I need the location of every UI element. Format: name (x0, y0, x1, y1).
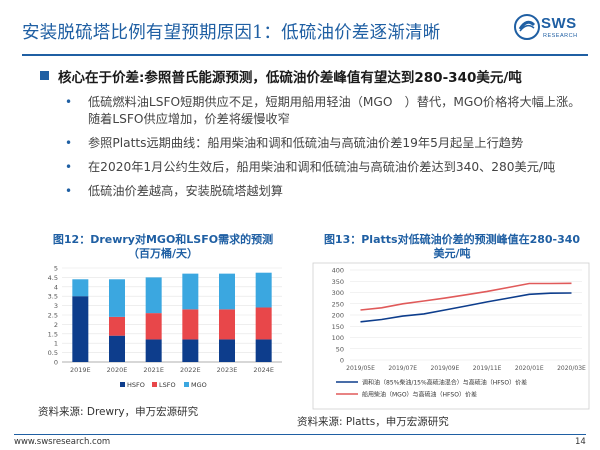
y-tick-label: 3.5 (48, 293, 58, 301)
figure-13-caption-line1: 图13：Platts对低硫油价差的预测峰值在280-340 (323, 233, 581, 246)
y-tick-label: 150 (332, 323, 344, 331)
bullet-dot-icon: • (65, 184, 73, 198)
figure-12-source: 资料来源: Drewry，申万宏源研究 (38, 406, 199, 418)
x-tick-label: 2019/07E (388, 365, 417, 372)
x-tick-label: 2020/03E (557, 365, 586, 372)
x-tick-label: 2019/09E (431, 365, 460, 372)
x-tick-label: 2019E (70, 366, 91, 374)
legend-label: MGO (191, 381, 207, 389)
legend-label: 调和油（85%柴油/15%高硫油混合）与高硫油（HFSO）价差 (362, 379, 527, 387)
page-title: 安装脱硫塔比例有望预期原因1：低硫油价差逐渐清晰 (22, 23, 441, 43)
y-tick-label: 200 (332, 312, 344, 320)
bullet-item: • 低硫燃料油LSFO短期供应不足，短期用船用轻油（MGO ）替代，MGO价格将… (62, 94, 582, 128)
header-divider (22, 54, 588, 56)
y-tick-label: 350 (332, 278, 344, 286)
header: 安装脱硫塔比例有望预期原因1：低硫油价差逐渐清晰 SWS RESEARCH (0, 0, 600, 56)
x-tick-label: 2023E (217, 366, 238, 374)
series-line (360, 292, 572, 323)
bar-lsfo (255, 307, 272, 340)
x-tick-label: 2019/11E (473, 365, 502, 372)
bar-mgo (182, 273, 199, 310)
series-line (360, 282, 572, 311)
y-tick-label: 0.5 (48, 349, 58, 357)
x-tick-label: 2022E (180, 366, 201, 374)
page-number: 14 (575, 437, 586, 447)
bullet-item: • 参照Platts远期曲线：船用柴油和调和低硫油与高硫油价差19年5月起呈上行… (62, 135, 582, 152)
bar-mgo (72, 279, 89, 297)
legend-label: 船用柴油（MGO）与高硫油（HFSO）价差 (362, 391, 477, 399)
bullet-dot-icon: • (65, 95, 73, 109)
bar-mgo (109, 279, 125, 317)
legend-label: HSFO (127, 381, 145, 389)
price-spread-chart: 0 50 100 150 200 250 300 350 400 2019/05E 2019/07E… (312, 262, 592, 412)
footer-divider (14, 434, 586, 435)
y-tick-label: 300 (332, 289, 344, 297)
figure-13-caption-line2: 美元/吨 (433, 247, 471, 260)
legend-swatch (184, 382, 189, 387)
legend-label: LSFO (159, 381, 176, 389)
y-tick-label: 250 (332, 300, 344, 308)
bullet-text: 参照Platts远期曲线：船用柴油和调和低硫油与高硫油价差19年5月起呈上行趋势 (88, 136, 524, 150)
bar-hsfo (145, 339, 162, 362)
fuel-demand-chart: 0 0.5 1 1.5 2 2.5 3 3.5 4 4.5 5 2019E 2020E 2021E 2022… (38, 262, 288, 397)
bullet-item: • 低硫油价差越高，安装脱硫塔越划算 (62, 183, 582, 200)
bullet-item: • 在2020年1月公约生效后，船用柴油和调和低硫油与高硫油价差达到340、28… (62, 159, 582, 176)
key-point-text: 核心在于价差:参照普氏能源预测，低硫油价差峰值有望达到280-340美元/吨 (58, 70, 522, 86)
x-tick-label: 2019/05E (346, 365, 375, 372)
bar-hsfo (182, 339, 199, 362)
key-point: 核心在于价差:参照普氏能源预测，低硫油价差峰值有望达到280-340美元/吨 (36, 66, 596, 86)
bar-hsfo (72, 296, 89, 362)
x-tick-label: 2020/01E (515, 365, 544, 372)
logo-mark-icon (514, 14, 540, 40)
bullet-dot-icon: • (65, 136, 73, 150)
x-tick-label: 2020E (107, 366, 128, 374)
y-tick-label: 50 (336, 345, 344, 353)
y-tick-label: 100 (332, 334, 344, 342)
y-tick-label: 1 (54, 340, 58, 348)
bar-lsfo (109, 316, 125, 336)
bar-hsfo (255, 339, 272, 362)
square-bullet-icon (40, 71, 49, 80)
y-tick-label: 5 (54, 265, 58, 273)
figure-12-caption: 图12：Drewry对MGO和LSFO需求的预测 （百万桶/天） (38, 233, 288, 261)
bullet-list: • 低硫燃料油LSFO短期供应不足，短期用船用轻油（MGO ）替代，MGO价格将… (62, 94, 582, 207)
chart-frame (312, 262, 590, 410)
bar-lsfo (219, 309, 235, 340)
figure-13-caption: 图13：Platts对低硫油价差的预测峰值在280-340 美元/吨 (312, 233, 592, 261)
logo-subtext: RESEARCH (543, 33, 578, 39)
y-tick-label: 400 (332, 267, 344, 275)
figure-12-caption-line2: （百万桶/天） (127, 247, 199, 260)
legend-swatch (120, 382, 125, 387)
bar-mgo (255, 272, 272, 308)
footer-url: www.swsresearch.com (14, 437, 111, 447)
bar-chart-svg: 0 0.51 1.522.5 33.5 44.55 2019E 2020E 2021E 2022… (48, 265, 282, 389)
bullet-text: 低硫油价差越高，安装脱硫塔越划算 (88, 184, 283, 198)
y-tick-label: 2 (54, 321, 58, 329)
x-tick-label: 2021E (143, 366, 164, 374)
bar-mgo (219, 273, 235, 310)
y-tick-label: 1.5 (48, 330, 58, 338)
bullet-text: 在2020年1月公约生效后，船用柴油和调和低硫油与高硫油价差达到340、280美… (88, 160, 556, 174)
company-logo: SWS RESEARCH (514, 14, 590, 50)
bullet-text: 低硫燃料油LSFO短期供应不足，短期用船用轻油（MGO ）替代，MGO价格将大幅… (88, 95, 581, 126)
y-tick-label: 0 (54, 359, 58, 367)
x-tick-label: 2024E (253, 366, 274, 374)
figure-13-source: 资料来源: Platts，申万宏源研究 (297, 416, 449, 428)
bar-hsfo (109, 335, 125, 362)
y-tick-label: 2.5 (48, 312, 58, 320)
legend-swatch (152, 382, 157, 387)
y-tick-label: 4.5 (48, 274, 58, 282)
bar-hsfo (219, 339, 235, 362)
bar-lsfo (182, 309, 199, 340)
logo-text: SWS (541, 15, 577, 32)
line-chart-svg: 0 50 100 150 200 250 300 350 400 2019/05E 2019/07E… (312, 262, 590, 410)
bar-mgo (145, 277, 162, 314)
y-tick-label: 0 (340, 357, 344, 365)
bullet-dot-icon: • (65, 160, 73, 174)
y-tick-label: 3 (54, 302, 58, 310)
bar-lsfo (145, 313, 162, 340)
figure-12-caption-line1: 图12：Drewry对MGO和LSFO需求的预测 (52, 233, 274, 246)
y-tick-label: 4 (54, 283, 58, 291)
